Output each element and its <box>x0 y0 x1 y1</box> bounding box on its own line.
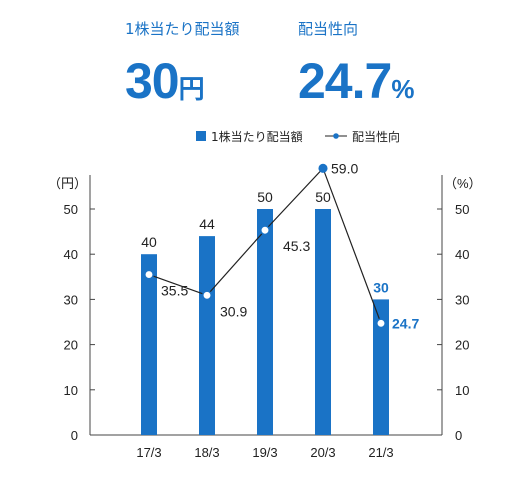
y-left-tick-label: 30 <box>64 292 78 307</box>
y-left-tick-label: 0 <box>71 428 78 443</box>
bar-dividend <box>373 299 389 435</box>
x-tick-label: 17/3 <box>136 445 161 460</box>
legend-line-label: 配当性向 <box>352 129 400 144</box>
y-left-tick-label: 40 <box>64 247 78 262</box>
bar-dividend <box>257 209 273 435</box>
dividend-value-unit: 円 <box>178 74 205 104</box>
line-value-label: 59.0 <box>331 160 358 176</box>
y-right-tick-label: 10 <box>455 383 469 398</box>
line-value-label: 45.3 <box>283 238 310 254</box>
x-tick-label: 20/3 <box>310 445 335 460</box>
y-left-tick-label: 20 <box>64 338 78 353</box>
x-tick-label: 21/3 <box>368 445 393 460</box>
payout-ratio-point <box>260 225 270 236</box>
payout-ratio-point <box>318 163 328 173</box>
payout-value-unit: % <box>391 74 415 104</box>
y-right-tick-label: 20 <box>455 338 469 353</box>
bar-dividend <box>199 236 215 435</box>
payout-ratio-point <box>144 269 154 280</box>
y-left-tick-label: 10 <box>64 383 78 398</box>
payout-ratio-point <box>376 318 386 329</box>
y-left-unit-label: （円） <box>48 176 87 191</box>
bar-value-label: 44 <box>199 216 215 232</box>
legend-line-marker <box>333 133 339 139</box>
payout-ratio-label: 配当性向 <box>298 20 359 38</box>
payout-value-number: 24.7 <box>298 53 392 109</box>
legend-bar-label: 1株当たり配当額 <box>211 129 303 144</box>
y-left-tick-label: 50 <box>64 202 78 217</box>
bar-value-label: 50 <box>315 189 331 205</box>
bar-value-label: 40 <box>141 234 157 250</box>
y-right-tick-label: 0 <box>455 428 462 443</box>
bar-value-label: 30 <box>373 279 389 295</box>
bar-dividend <box>315 209 331 435</box>
bar-dividend <box>141 254 157 435</box>
line-value-label: 24.7 <box>392 315 419 331</box>
legend-bar-swatch <box>196 131 206 141</box>
dividend-value-number: 30 <box>125 53 180 109</box>
line-value-label: 35.5 <box>161 283 188 299</box>
bar-value-label: 50 <box>257 189 273 205</box>
y-right-tick-label: 30 <box>455 292 469 307</box>
y-right-tick-label: 40 <box>455 247 469 262</box>
x-tick-label: 18/3 <box>194 445 219 460</box>
line-value-label: 30.9 <box>220 303 247 319</box>
payout-ratio-point <box>202 290 212 301</box>
payout-ratio-value: 24.7% <box>298 52 414 110</box>
dividend-per-share-value: 30円 <box>125 52 205 110</box>
dividend-per-share-label: 1株当たり配当額 <box>125 20 240 38</box>
x-tick-label: 19/3 <box>252 445 277 460</box>
y-right-unit-label: （%） <box>444 176 482 191</box>
y-right-tick-label: 50 <box>455 202 469 217</box>
